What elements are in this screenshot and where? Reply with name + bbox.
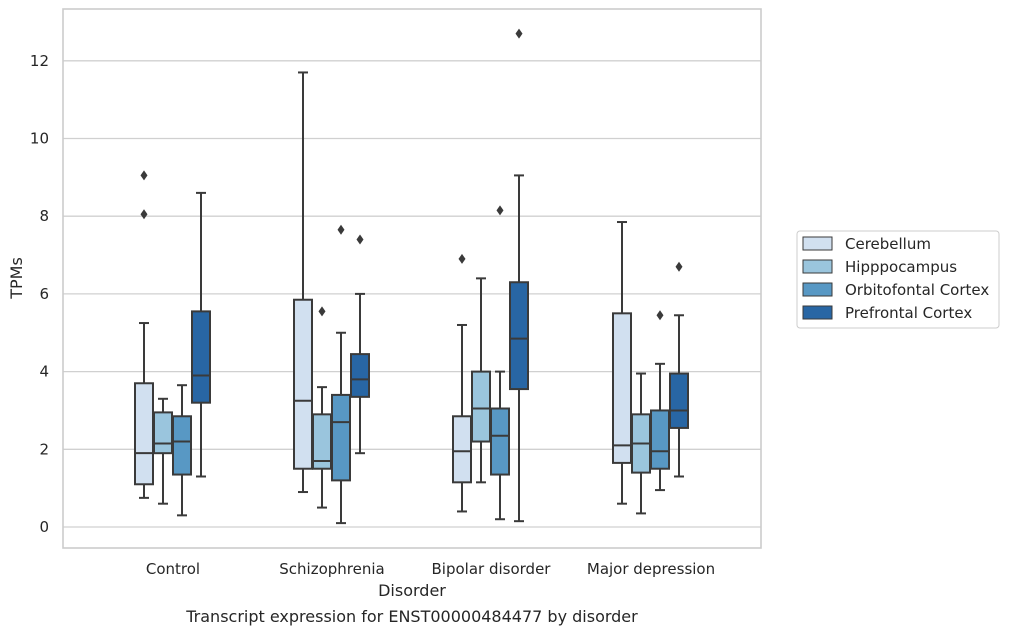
box-body	[509, 281, 529, 391]
x-tick-label: Control	[146, 560, 200, 578]
y-axis-ticks: 0 2 4 6 8 10 12	[30, 52, 49, 536]
box-body	[471, 370, 491, 443]
box-group	[293, 71, 313, 494]
box-body	[452, 415, 472, 484]
box-group	[452, 253, 472, 513]
y-tick-label: 4	[39, 363, 49, 381]
box-group	[650, 310, 670, 492]
box-body	[134, 382, 154, 486]
box-body	[172, 415, 192, 476]
box-group	[490, 205, 510, 521]
box-body	[293, 298, 313, 470]
x-tick-label: Major depression	[587, 560, 715, 578]
x-tick-label: Schizophrenia	[279, 560, 384, 578]
box-body	[350, 353, 370, 398]
box-body	[650, 409, 670, 470]
box-group	[331, 224, 351, 525]
legend-swatch	[802, 282, 833, 297]
legend-label: Hipppocampus	[845, 258, 957, 276]
box-group	[134, 170, 154, 499]
chart-title: Transcript expression for ENST0000048447…	[185, 607, 638, 626]
legend-swatch	[802, 259, 833, 274]
box-body	[612, 312, 632, 464]
outlier-point	[318, 306, 326, 317]
outlier-point	[458, 253, 466, 264]
y-tick-label: 0	[39, 518, 49, 536]
box-group	[471, 277, 491, 484]
y-tick-label: 10	[30, 130, 49, 148]
box-body	[153, 411, 173, 455]
box-group	[350, 234, 370, 455]
outlier-point	[337, 224, 345, 235]
box-group	[669, 261, 689, 478]
plot-area-frame	[62, 8, 762, 549]
legend-label: Orbitofontal Cortex	[845, 281, 989, 299]
outlier-point	[140, 170, 148, 181]
box-series	[134, 28, 689, 525]
y-axis-title: TPMs	[7, 257, 26, 300]
x-axis-title: Disorder	[378, 581, 446, 600]
x-tick-label: Bipolar disorder	[432, 560, 552, 578]
box-body	[490, 407, 510, 476]
legend-frame	[796, 230, 1000, 329]
outlier-point	[496, 205, 504, 216]
box-body	[669, 372, 689, 429]
box-body	[191, 310, 211, 404]
y-tick-label: 2	[39, 440, 49, 458]
legend-label: Prefrontal Cortex	[845, 304, 972, 322]
y-tick-label: 8	[39, 207, 49, 225]
box-group	[153, 397, 173, 505]
y-tick-label: 6	[39, 285, 49, 303]
x-axis-ticks: Control Schizophrenia Bipolar disorder Majo…	[146, 560, 715, 578]
box-group	[191, 191, 211, 478]
y-tick-label: 12	[30, 52, 49, 70]
legend-label: Cerebellum	[845, 235, 931, 253]
legend-swatch	[802, 305, 833, 320]
box-group	[509, 28, 529, 523]
outlier-point	[515, 28, 523, 39]
outlier-point	[675, 261, 683, 272]
box-group	[172, 384, 192, 517]
outlier-point	[356, 234, 364, 245]
box-body	[331, 393, 351, 482]
box-group	[312, 306, 332, 509]
box-group	[631, 372, 651, 515]
outlier-point	[656, 310, 664, 321]
legend: Cerebellum Hipppocampus Orbitofontal Corte…	[796, 230, 1000, 329]
box-group	[612, 221, 632, 505]
legend-swatch	[802, 236, 833, 251]
outlier-point	[140, 209, 148, 220]
